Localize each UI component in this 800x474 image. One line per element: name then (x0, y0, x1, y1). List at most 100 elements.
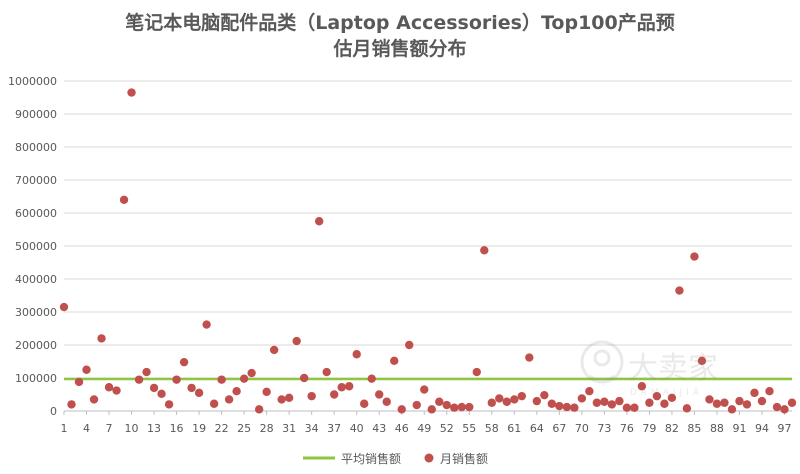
data-point (442, 400, 451, 410)
watermark-logo: 大卖家 DAMAIJIA (580, 340, 718, 398)
data-point (555, 401, 564, 411)
data-point (202, 320, 211, 329)
x-tick-label: 82 (665, 422, 679, 435)
y-tick-label: 800000 (15, 141, 57, 154)
y-tick-label: 900000 (15, 108, 57, 121)
data-point (344, 382, 354, 391)
data-point (660, 399, 669, 408)
data-point (239, 374, 249, 383)
data-point (405, 340, 414, 350)
data-point (577, 394, 587, 403)
watermark-text: 大卖家 (628, 351, 718, 386)
x-tick-label: 13 (147, 422, 161, 435)
data-point (104, 383, 114, 392)
data-point (322, 367, 331, 377)
data-point (292, 336, 301, 346)
data-point (187, 383, 196, 393)
x-tick-label: 73 (597, 422, 611, 435)
x-tick-label: 91 (732, 422, 746, 435)
x-tick-label: 79 (642, 422, 656, 435)
y-tick-label: 300000 (15, 306, 57, 319)
x-tick-label: 25 (237, 422, 251, 435)
data-point (675, 286, 684, 295)
data-point (652, 391, 662, 401)
data-point (645, 398, 654, 407)
data-point (742, 400, 752, 409)
chart-title-line-1: 笔记本电脑配件品类（Laptop Accessories）Top100产品预 (125, 12, 675, 34)
x-tick-label: 7 (106, 422, 113, 435)
data-point (149, 383, 159, 393)
y-tick-label: 600000 (15, 207, 57, 220)
data-point (375, 390, 384, 399)
data-point (277, 395, 286, 404)
x-tick-label: 61 (507, 422, 521, 435)
data-point (615, 396, 624, 406)
data-point (164, 400, 174, 409)
data-point (712, 399, 722, 408)
data-point (420, 385, 429, 394)
data-point (630, 403, 639, 412)
y-tick-label: 100000 (15, 372, 57, 385)
data-point (284, 393, 294, 402)
data-point (157, 389, 166, 399)
data-point (299, 373, 309, 383)
data-point (367, 374, 376, 383)
x-tick-label: 88 (710, 422, 724, 435)
data-point (682, 404, 692, 413)
x-tick-label: 67 (552, 422, 566, 435)
data-point (570, 403, 579, 412)
data-point (360, 399, 369, 408)
x-tick-label: 55 (462, 422, 476, 435)
data-point (127, 88, 136, 97)
legend-average-label: 平均销售额 (341, 451, 401, 466)
x-tick-label: 97 (777, 422, 791, 435)
data-point (112, 386, 121, 395)
data-point (667, 393, 677, 402)
data-point (780, 405, 789, 414)
x-tick-label: 1 (61, 422, 68, 435)
data-point (89, 395, 99, 404)
x-tick-label: 76 (620, 422, 634, 435)
x-tick-label: 58 (485, 422, 499, 435)
data-point (67, 400, 76, 409)
data-point (254, 405, 264, 414)
data-point (787, 398, 797, 407)
data-point (540, 390, 549, 400)
data-point (735, 396, 744, 406)
x-tick-label: 34 (305, 422, 319, 435)
data-point (450, 403, 459, 412)
x-tick-label: 52 (440, 422, 454, 435)
data-point (637, 382, 647, 391)
data-point (397, 405, 406, 414)
data-point (172, 375, 181, 384)
data-point (690, 252, 699, 261)
data-point (487, 398, 496, 407)
data-point (382, 397, 391, 406)
data-point (435, 397, 444, 406)
data-point (412, 400, 421, 410)
y-tick-label: 500000 (15, 240, 57, 253)
x-tick-label: 40 (350, 422, 364, 435)
data-point (337, 383, 346, 392)
data-point (329, 390, 339, 399)
data-point (134, 375, 144, 384)
data-point (592, 398, 602, 407)
data-point (142, 367, 151, 377)
data-point (622, 403, 632, 412)
x-tick-label: 16 (170, 422, 184, 435)
y-tick-label: 200000 (15, 339, 57, 352)
data-point (59, 302, 69, 312)
data-point (750, 388, 759, 398)
x-tick-label: 94 (755, 422, 769, 435)
data-point (224, 395, 234, 404)
legend-monthly-swatch (424, 453, 434, 463)
chart-title-line-2: 估月销售额分布 (333, 38, 467, 60)
x-tick-label: 22 (215, 422, 229, 435)
data-point (209, 399, 219, 408)
data-point (179, 357, 189, 367)
x-tick-label: 10 (125, 422, 139, 435)
y-tick-label: 0 (50, 405, 57, 418)
data-point (585, 387, 594, 396)
data-point (562, 402, 572, 412)
y-tick-label: 700000 (15, 174, 57, 187)
